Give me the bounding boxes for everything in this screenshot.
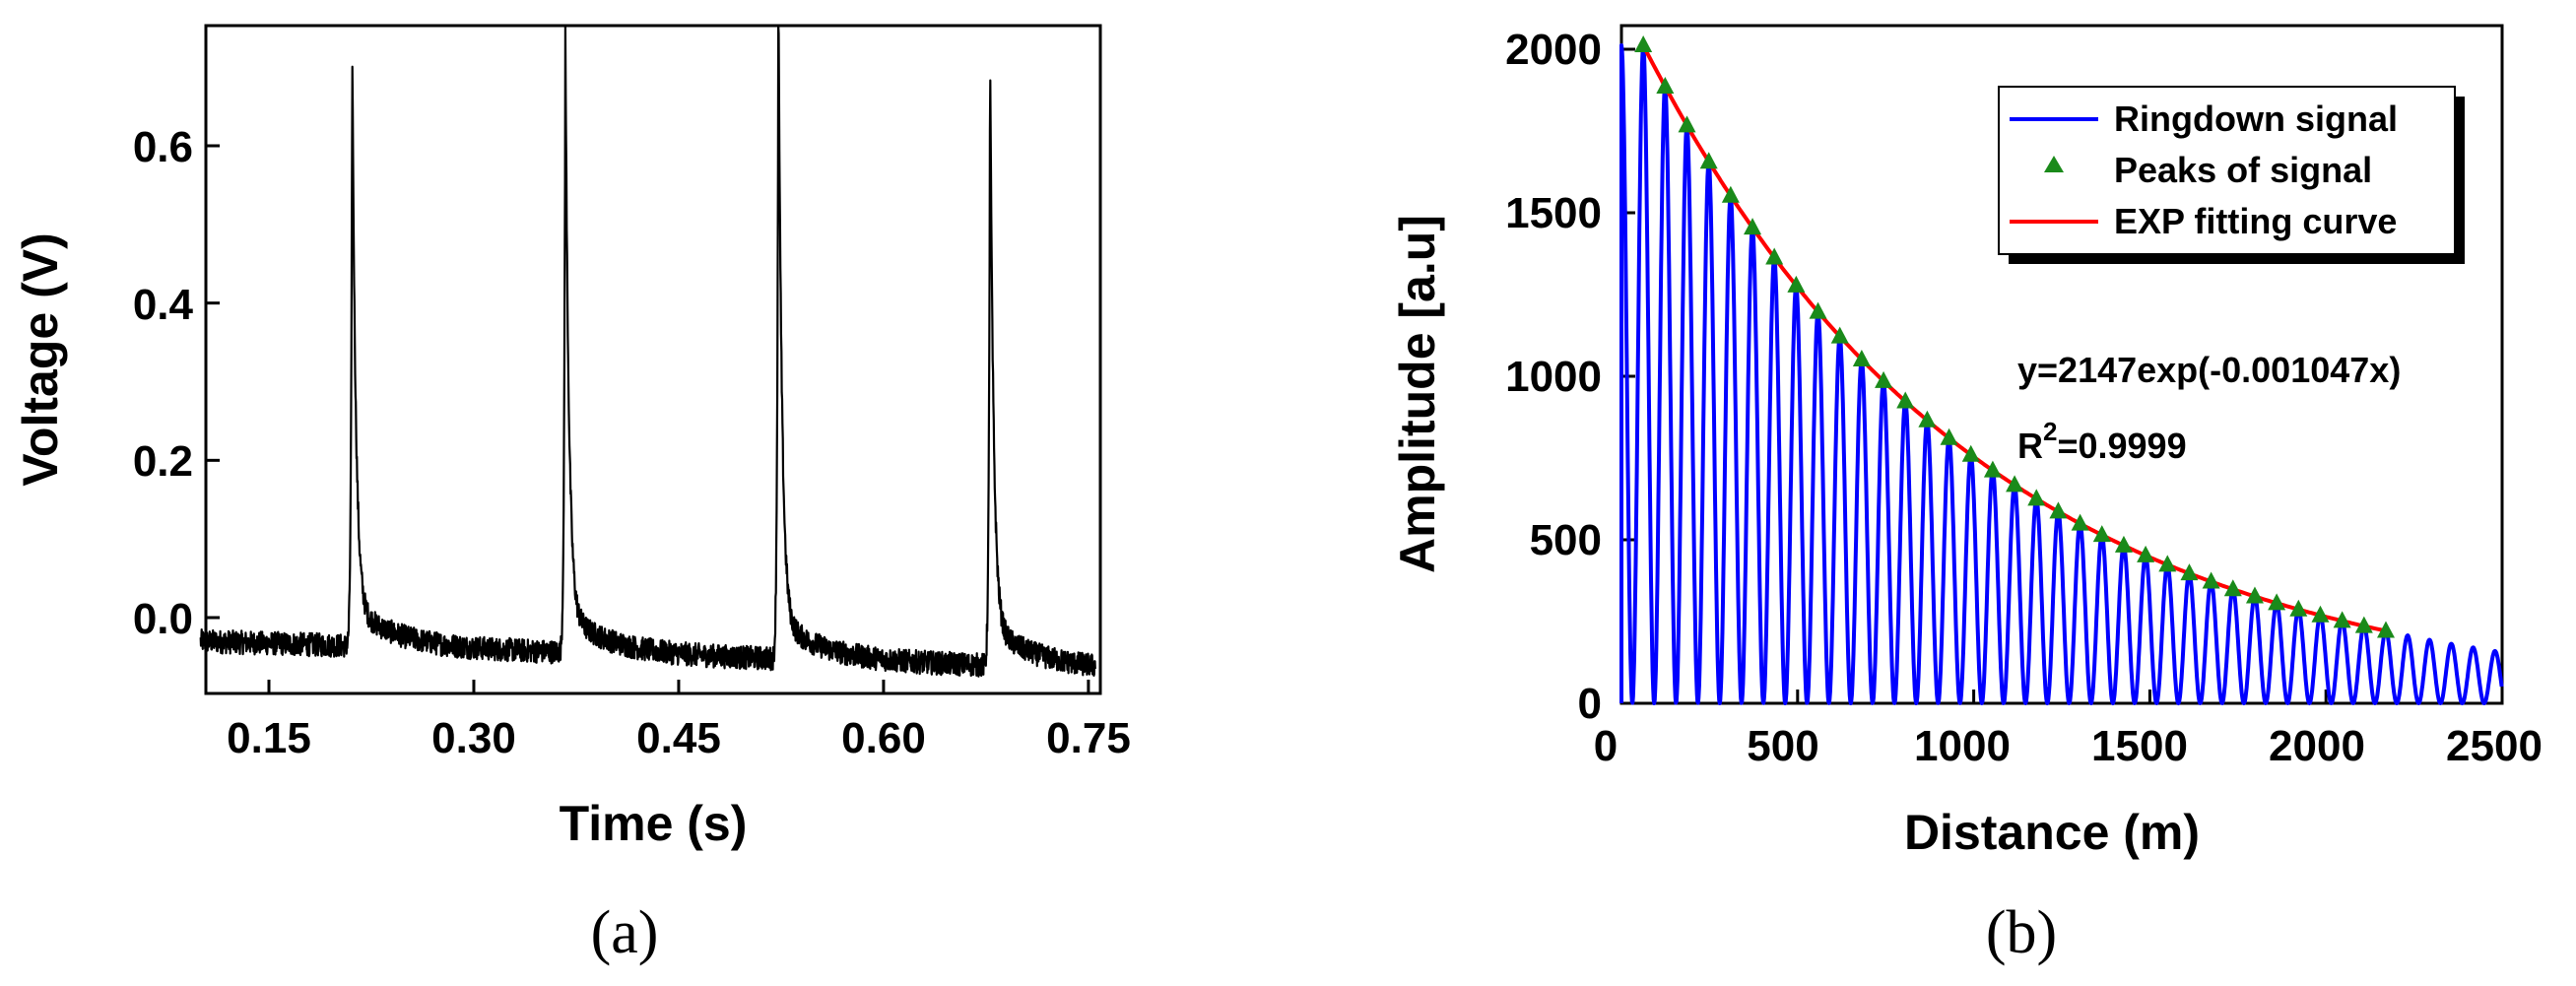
legend-label-peaks: Peaks of signal <box>2114 150 2372 190</box>
peak-markers <box>1634 34 2395 638</box>
x-tick-label: 0.75 <box>1046 714 1131 762</box>
peak-marker <box>2354 616 2373 633</box>
x-tick-label: 0 <box>1594 722 1618 770</box>
y-tick-label: 0.6 <box>133 123 193 171</box>
peak-marker <box>2268 593 2286 611</box>
panel-label-b: (b) <box>1986 899 2057 966</box>
peak-marker <box>1830 326 1849 344</box>
peak-marker <box>1918 410 1937 427</box>
x-tick-label: 2000 <box>2269 722 2365 770</box>
peak-marker <box>2114 535 2133 553</box>
peak-marker <box>1634 34 1653 52</box>
peak-marker <box>1961 444 1980 462</box>
panel-label-a: (a) <box>591 899 659 966</box>
peak-marker <box>2071 513 2089 531</box>
x-tick-labels-a: 0.15 0.30 0.45 0.60 0.75 <box>227 714 1131 762</box>
y-tick-label: 1500 <box>1505 189 1602 237</box>
r-squared-value: =0.9999 <box>2057 426 2186 466</box>
peak-marker <box>2202 571 2220 589</box>
fit-equation: y=2147exp(-0.001047x) <box>2017 350 2401 390</box>
peak-marker <box>1940 427 1958 445</box>
y-tick-label: 0.4 <box>133 281 194 329</box>
legend-box <box>1998 86 2456 255</box>
peak-marker <box>1809 301 1827 319</box>
x-tick-label: 0.45 <box>636 714 721 762</box>
y-tick-label: 0 <box>1578 680 1602 728</box>
peak-marker <box>2137 545 2155 562</box>
peak-marker <box>2158 555 2177 572</box>
peak-marker <box>1656 76 1675 94</box>
x-axis-label-b: Distance (m) <box>1904 805 2200 860</box>
peak-marker <box>1983 460 2002 478</box>
ringdown-signal-line <box>1619 43 2504 705</box>
r-squared: R2=0.9999 <box>2017 417 2187 466</box>
x-tick-label: 2500 <box>2446 722 2543 770</box>
y-tick-label: 0.2 <box>133 437 193 486</box>
legend-swatch-peaks <box>2044 156 2064 172</box>
peak-marker <box>2006 475 2024 493</box>
x-tick-label: 1500 <box>2091 722 2188 770</box>
x-tick-label: 0.60 <box>841 714 926 762</box>
peak-marker <box>2311 605 2330 623</box>
peak-marker <box>2049 501 2068 519</box>
peak-marker <box>1678 115 1696 133</box>
peak-marker <box>1875 370 1893 388</box>
legend-label-ringdown: Ringdown signal <box>2114 99 2398 139</box>
peak-marker <box>1699 152 1718 169</box>
x-tick-labels-b: 0 500 1000 1500 2000 2500 <box>1594 722 2543 770</box>
peak-marker <box>2245 586 2264 604</box>
y-tick-label: 1000 <box>1505 353 1602 401</box>
r-squared-superscript: 2 <box>2043 417 2057 446</box>
panel-a: 0.15 0.30 0.45 0.60 0.75 0.0 0.2 0.4 0.6… <box>13 24 1131 966</box>
x-tick-label: 0.30 <box>431 714 516 762</box>
y-axis-label-a: Voltage (V) <box>13 232 68 486</box>
plot-frame-a <box>204 24 1102 695</box>
x-axis-label-a: Time (s) <box>560 796 748 851</box>
peak-marker <box>1852 349 1871 366</box>
y-tick-labels-b: 0 500 1000 1500 2000 <box>1505 26 1602 728</box>
peak-marker <box>2376 621 2395 638</box>
peak-marker <box>1765 247 1784 265</box>
y-tick-label: 500 <box>1530 516 1602 564</box>
peak-marker <box>2092 525 2111 543</box>
panel-b: 0 500 1000 1500 2000 2500 0 500 1000 150… <box>1390 24 2543 966</box>
y-axis-label-b: Amplitude [a.u] <box>1390 215 1445 573</box>
peak-marker <box>1787 275 1806 293</box>
x-tick-label: 0.15 <box>227 714 311 762</box>
peak-marker <box>2180 563 2199 581</box>
peak-marker <box>2223 579 2242 597</box>
legend: Ringdown signal Peaks of signal EXP fitt… <box>1998 86 2465 264</box>
peak-marker <box>1896 391 1915 409</box>
peak-marker <box>2027 489 2046 506</box>
legend-label-fit: EXP fitting curve <box>2114 201 2397 241</box>
peak-marker <box>2289 599 2308 617</box>
x-tick-label: 1000 <box>1914 722 2011 770</box>
peak-marker <box>1744 218 1762 235</box>
peak-marker <box>1721 185 1740 203</box>
voltage-trace <box>199 24 1096 678</box>
ticks-a <box>206 144 1090 693</box>
y-tick-label: 0.0 <box>133 595 193 643</box>
r-squared-prefix: R <box>2017 426 2043 466</box>
peak-marker <box>2333 611 2351 628</box>
x-tick-label: 500 <box>1747 722 1818 770</box>
y-tick-label: 2000 <box>1505 26 1602 74</box>
y-tick-labels-a: 0.0 0.2 0.4 0.6 <box>133 123 194 643</box>
